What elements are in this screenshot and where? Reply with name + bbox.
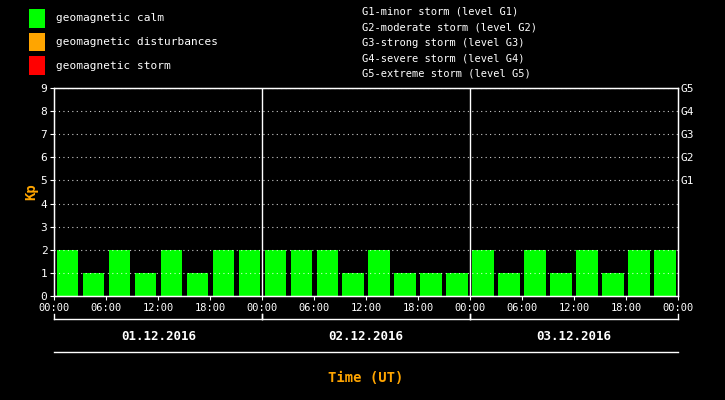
Text: 02.12.2016: 02.12.2016: [328, 330, 404, 342]
FancyBboxPatch shape: [29, 56, 45, 75]
Bar: [317, 250, 338, 296]
Bar: [498, 273, 520, 296]
Bar: [550, 273, 571, 296]
Text: G5-extreme storm (level G5): G5-extreme storm (level G5): [362, 69, 531, 79]
Bar: [109, 250, 130, 296]
Bar: [291, 250, 312, 296]
Text: 01.12.2016: 01.12.2016: [121, 330, 196, 342]
Bar: [447, 273, 468, 296]
Bar: [212, 250, 234, 296]
Bar: [186, 273, 208, 296]
Bar: [394, 273, 415, 296]
Bar: [135, 273, 156, 296]
FancyBboxPatch shape: [29, 33, 45, 51]
Bar: [161, 250, 182, 296]
Text: G4-severe storm (level G4): G4-severe storm (level G4): [362, 53, 525, 63]
Y-axis label: Kp: Kp: [24, 184, 38, 200]
Bar: [473, 250, 494, 296]
Bar: [524, 250, 546, 296]
Bar: [57, 250, 78, 296]
FancyBboxPatch shape: [29, 9, 45, 28]
Text: G2-moderate storm (level G2): G2-moderate storm (level G2): [362, 22, 537, 32]
Text: 03.12.2016: 03.12.2016: [536, 330, 611, 342]
Text: Time (UT): Time (UT): [328, 371, 404, 385]
Text: geomagnetic disturbances: geomagnetic disturbances: [56, 37, 217, 47]
Bar: [83, 273, 104, 296]
Bar: [368, 250, 390, 296]
Bar: [342, 273, 364, 296]
Text: G1-minor storm (level G1): G1-minor storm (level G1): [362, 7, 519, 17]
Text: geomagnetic calm: geomagnetic calm: [56, 14, 164, 24]
Text: G3-strong storm (level G3): G3-strong storm (level G3): [362, 38, 525, 48]
Bar: [265, 250, 286, 296]
Bar: [239, 250, 260, 296]
Bar: [629, 250, 650, 296]
Bar: [602, 273, 624, 296]
Bar: [576, 250, 597, 296]
Text: geomagnetic storm: geomagnetic storm: [56, 60, 170, 70]
Bar: [654, 250, 676, 296]
Bar: [420, 273, 442, 296]
